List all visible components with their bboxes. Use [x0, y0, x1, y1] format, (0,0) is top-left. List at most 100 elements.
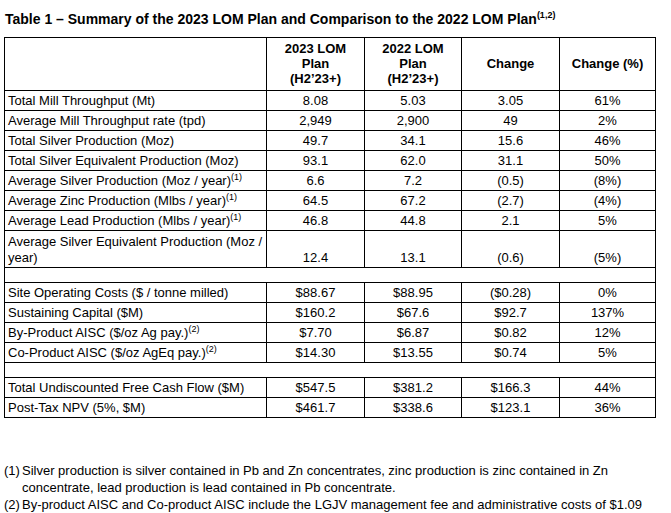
cell-change: $92.7 [462, 302, 560, 322]
footnote-text: Silver production is silver contained in… [22, 462, 642, 496]
cell-2022: $381.2 [365, 377, 462, 397]
table-row: Total Silver Equivalent Production (Moz)… [5, 150, 656, 170]
cell-change-pct: (5%) [560, 230, 656, 267]
table-row: Average Zinc Production (Mlbs / year)(1)… [5, 190, 656, 210]
separator-row [5, 267, 656, 282]
cell-2022: 5.03 [365, 90, 462, 110]
cell-change-pct: (4%) [560, 190, 656, 210]
separator-row [5, 362, 656, 377]
footnote-ref: (2) [188, 323, 199, 333]
row-label: Total Mill Throughput (Mt) [8, 93, 155, 108]
cell-2022: 62.0 [365, 150, 462, 170]
footnote-1: (1) Silver production is silver containe… [4, 462, 659, 496]
header-change-pct: Change (%) [560, 37, 656, 90]
table-row: Average Mill Throughput rate (tpd) 2,949… [5, 110, 656, 130]
cell-2022: $88.95 [365, 282, 462, 302]
lom-summary-table: 2023 LOM Plan (H2’23+) 2022 LOM Plan (H2… [4, 37, 656, 418]
row-label: By-Product AISC ($/oz Ag pay.) [8, 325, 188, 340]
table-row: Average Silver Equivalent Production (Mo… [5, 230, 656, 267]
table-title-footnote-ref: (1,2) [537, 10, 556, 20]
header-2022-lom-plan: 2022 LOM Plan (H2’23+) [365, 37, 462, 90]
cell-change: ($0.28) [462, 282, 560, 302]
cell-change: $0.82 [462, 322, 560, 342]
footnote-marker: (1) [4, 462, 22, 496]
row-label: Site Operating Costs ($ / tonne milled) [8, 285, 228, 300]
cell-change: $123.1 [462, 397, 560, 417]
cell-2023: 2,949 [267, 110, 365, 130]
cell-2023: $160.2 [267, 302, 365, 322]
header-empty [5, 37, 267, 90]
cell-2023: 6.6 [267, 170, 365, 190]
cell-2022: 67.2 [365, 190, 462, 210]
cell-change: (2.7) [462, 190, 560, 210]
row-label: Average Silver Equivalent Production (Mo… [8, 234, 262, 265]
cell-change-pct: 12% [560, 322, 656, 342]
header-change: Change [462, 37, 560, 90]
cell-change: 2.1 [462, 210, 560, 230]
cell-change: (0.6) [462, 230, 560, 267]
cell-change: 31.1 [462, 150, 560, 170]
table-row: Site Operating Costs ($ / tonne milled) … [5, 282, 656, 302]
cell-2022: $13.55 [365, 342, 462, 362]
table-row: Total Mill Throughput (Mt) 8.08 5.03 3.0… [5, 90, 656, 110]
cell-2023: 64.5 [267, 190, 365, 210]
row-label: Total Undiscounted Free Cash Flow ($M) [8, 380, 244, 395]
cell-2022: 7.2 [365, 170, 462, 190]
row-label: Average Silver Production (Moz / year) [8, 173, 231, 188]
cell-change-pct: (8%) [560, 170, 656, 190]
footnote-marker: (2) [4, 496, 22, 513]
row-label: Average Mill Throughput rate (tpd) [8, 113, 206, 128]
cell-2022: $338.6 [365, 397, 462, 417]
cell-change-pct: 2% [560, 110, 656, 130]
footnotes: (1) Silver production is silver containe… [4, 462, 659, 513]
row-label: Post-Tax NPV (5%, $M) [8, 400, 145, 415]
cell-change: $166.3 [462, 377, 560, 397]
cell-2022: 13.1 [365, 230, 462, 267]
separator-cell [5, 362, 656, 377]
footnote-text: By-product AISC and Co-product AISC incl… [22, 496, 642, 513]
cell-2022: 44.8 [365, 210, 462, 230]
cell-change-pct: 36% [560, 397, 656, 417]
cell-change: $0.74 [462, 342, 560, 362]
cell-2023: 12.4 [267, 230, 365, 267]
footnote-ref: (1) [230, 211, 241, 221]
separator-cell [5, 267, 656, 282]
cell-2023: 49.7 [267, 130, 365, 150]
footnote-2: (2) By-product AISC and Co-product AISC … [4, 496, 659, 513]
cell-2023: 93.1 [267, 150, 365, 170]
cell-change: (0.5) [462, 170, 560, 190]
table-title-text: Table 1 – Summary of the 2023 LOM Plan a… [5, 11, 537, 27]
cell-change-pct: 50% [560, 150, 656, 170]
document-page: Table 1 – Summary of the 2023 LOM Plan a… [0, 0, 671, 513]
cell-change-pct: 44% [560, 377, 656, 397]
cell-2023: $547.5 [267, 377, 365, 397]
cell-change: 49 [462, 110, 560, 130]
row-label: Average Zinc Production (Mlbs / year) [8, 193, 226, 208]
cell-2022: 2,900 [365, 110, 462, 130]
cell-2022: 34.1 [365, 130, 462, 150]
cell-2023: $88.67 [267, 282, 365, 302]
cell-change-pct: 5% [560, 342, 656, 362]
cell-change-pct: 61% [560, 90, 656, 110]
cell-change: 15.6 [462, 130, 560, 150]
table-title: Table 1 – Summary of the 2023 LOM Plan a… [5, 6, 671, 28]
cell-change-pct: 137% [560, 302, 656, 322]
table-row: Average Lead Production (Mlbs / year)(1)… [5, 210, 656, 230]
table-row: Total Undiscounted Free Cash Flow ($M) $… [5, 377, 656, 397]
cell-2022: $67.6 [365, 302, 462, 322]
footnote-ref: (2) [206, 343, 217, 353]
cell-change-pct: 0% [560, 282, 656, 302]
row-label: Co-Product AISC ($/oz AgEq pay.) [8, 345, 206, 360]
table-row: Co-Product AISC ($/oz AgEq pay.)(2) $14.… [5, 342, 656, 362]
row-label: Total Silver Production (Moz) [8, 133, 174, 148]
cell-change: 3.05 [462, 90, 560, 110]
header-2023-lom-plan: 2023 LOM Plan (H2’23+) [267, 37, 365, 90]
table-row: Sustaining Capital ($M) $160.2 $67.6 $92… [5, 302, 656, 322]
cell-2022: $6.87 [365, 322, 462, 342]
header-row: 2023 LOM Plan (H2’23+) 2022 LOM Plan (H2… [5, 37, 656, 90]
cell-2023: $14.30 [267, 342, 365, 362]
cell-2023: $7.70 [267, 322, 365, 342]
cell-change-pct: 5% [560, 210, 656, 230]
row-label: Average Lead Production (Mlbs / year) [8, 213, 230, 228]
row-label: Sustaining Capital ($M) [8, 305, 143, 320]
